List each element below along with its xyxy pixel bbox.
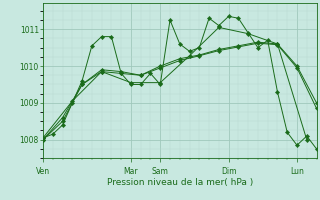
X-axis label: Pression niveau de la mer( hPa ): Pression niveau de la mer( hPa )	[107, 178, 253, 187]
